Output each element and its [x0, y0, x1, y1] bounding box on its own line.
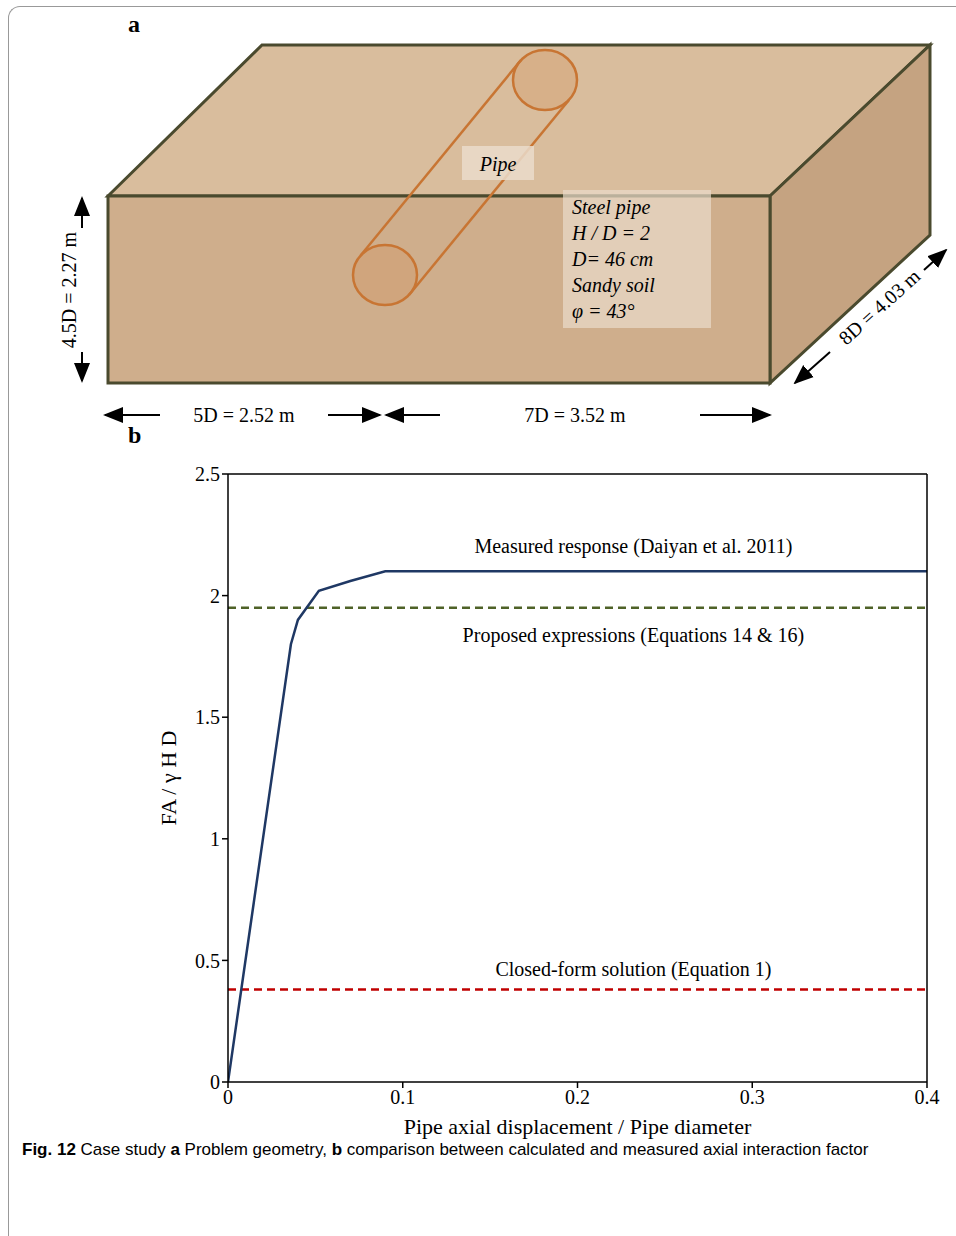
svg-text:4.5D = 2.27 m: 4.5D = 2.27 m [58, 231, 80, 348]
svg-text:0.5: 0.5 [195, 950, 220, 972]
html-text:Fig. 12 Case study a Problem g: Fig. 12 Case study a Problem geometry, b… [22, 1140, 869, 1159]
svg-text:0: 0 [210, 1071, 220, 1093]
svg-text:2.5: 2.5 [195, 463, 220, 485]
svg-text:2: 2 [210, 585, 220, 607]
svg-text:a: a [128, 11, 140, 37]
svg-text:7D = 3.52 m: 7D = 3.52 m [524, 404, 626, 426]
svg-text:Pipe: Pipe [479, 153, 517, 176]
svg-text:5D = 2.52 m: 5D = 2.52 m [193, 404, 295, 426]
svg-text:FA / γ H D: FA / γ H D [156, 731, 181, 826]
svg-text:0.3: 0.3 [740, 1086, 765, 1108]
svg-text:0.2: 0.2 [565, 1086, 590, 1108]
svg-text:Proposed expressions (Equation: Proposed expressions (Equations 14 & 16) [463, 624, 805, 647]
svg-text:φ = 43°: φ = 43° [572, 300, 635, 323]
svg-text:1.5: 1.5 [195, 706, 220, 728]
svg-text:8D = 4.03 m: 8D = 4.03 m [834, 264, 924, 348]
svg-text:Sandy soil: Sandy soil [572, 274, 655, 297]
svg-text:0.4: 0.4 [915, 1086, 940, 1108]
svg-text:1: 1 [210, 828, 220, 850]
html-text:b: b [128, 422, 142, 448]
svg-text:H / D = 2: H / D = 2 [571, 222, 650, 244]
svg-text:0: 0 [223, 1086, 233, 1108]
svg-text:0.1: 0.1 [390, 1086, 415, 1108]
svg-text:D= 46 cm: D= 46 cm [571, 248, 653, 270]
svg-text:Steel pipe: Steel pipe [572, 196, 650, 219]
svg-text:Closed-form solution (Equation: Closed-form solution (Equation 1) [495, 958, 771, 981]
svg-text:Pipe axial displacement / Pipe: Pipe axial displacement / Pipe diameter [404, 1114, 752, 1139]
svg-text:Measured response (Daiyan et a: Measured response (Daiyan et al. 2011) [474, 535, 792, 558]
